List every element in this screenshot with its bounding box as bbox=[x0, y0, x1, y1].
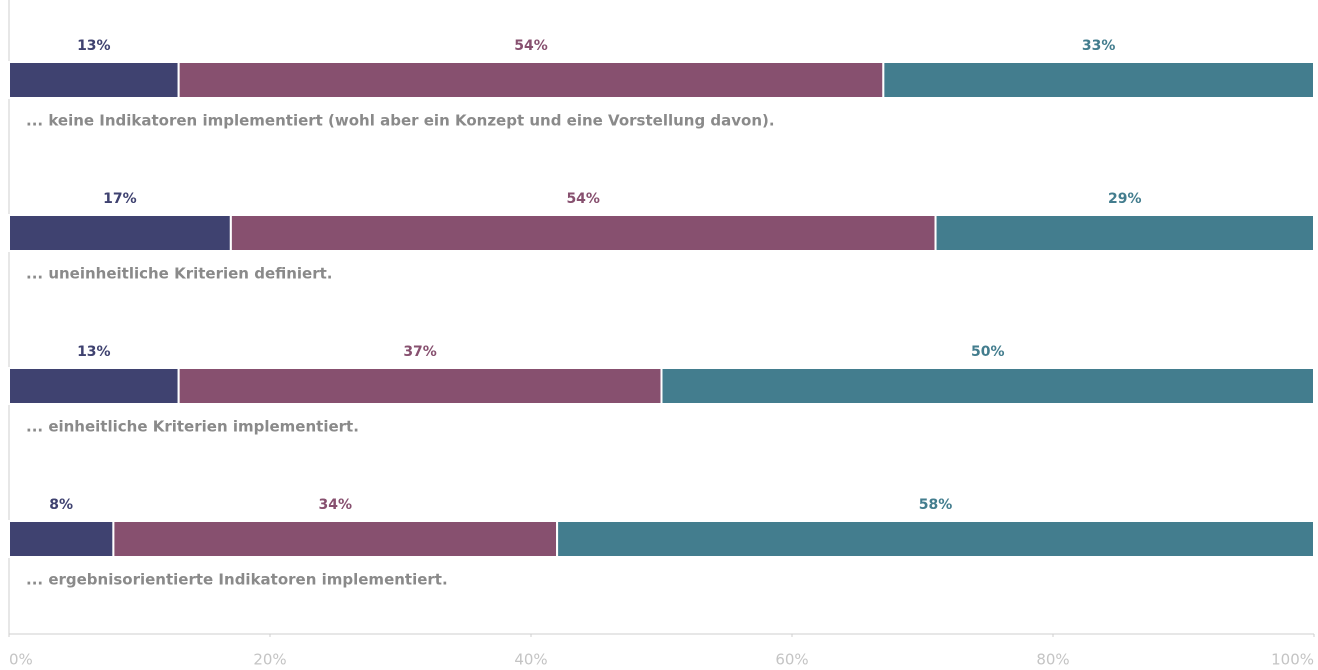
bar-segment bbox=[8, 367, 180, 405]
category-label: ... ergebnisorientierte Indikatoren impl… bbox=[26, 571, 448, 589]
bar-segment bbox=[934, 214, 1315, 252]
category-label: ... keine Indikatoren implementiert (woh… bbox=[26, 112, 775, 130]
bar-segment bbox=[177, 367, 663, 405]
bar-segment bbox=[882, 61, 1315, 99]
bar-segment bbox=[8, 520, 115, 558]
bar-segment bbox=[177, 61, 885, 99]
value-label: 33% bbox=[1082, 38, 1116, 54]
value-label: 34% bbox=[318, 497, 352, 513]
value-label: 29% bbox=[1108, 191, 1142, 207]
value-label: 13% bbox=[77, 344, 111, 360]
value-label: 37% bbox=[403, 344, 437, 360]
x-tick-label: 20% bbox=[253, 651, 286, 669]
value-label: 50% bbox=[971, 344, 1005, 360]
category-label: ... einheitliche Kriterien implementiert… bbox=[26, 418, 359, 436]
bar-segment bbox=[660, 367, 1315, 405]
category-label: ... uneinheitliche Kriterien definiert. bbox=[26, 265, 333, 283]
bar-segment bbox=[112, 520, 559, 558]
x-tick-label: 80% bbox=[1036, 651, 1069, 669]
value-label: 17% bbox=[103, 191, 137, 207]
value-label: 54% bbox=[514, 38, 548, 54]
bar-segment bbox=[8, 61, 180, 99]
value-label: 8% bbox=[49, 497, 73, 513]
bar-segment bbox=[229, 214, 937, 252]
bar-segment bbox=[556, 520, 1315, 558]
value-label: 54% bbox=[566, 191, 600, 207]
x-tick-label: 40% bbox=[514, 651, 547, 669]
x-tick-label: 0% bbox=[9, 651, 33, 669]
value-label: 13% bbox=[77, 38, 111, 54]
x-tick-label: 100% bbox=[1271, 651, 1314, 669]
value-label: 58% bbox=[919, 497, 953, 513]
x-tick-label: 60% bbox=[775, 651, 808, 669]
bar-segment bbox=[8, 214, 232, 252]
